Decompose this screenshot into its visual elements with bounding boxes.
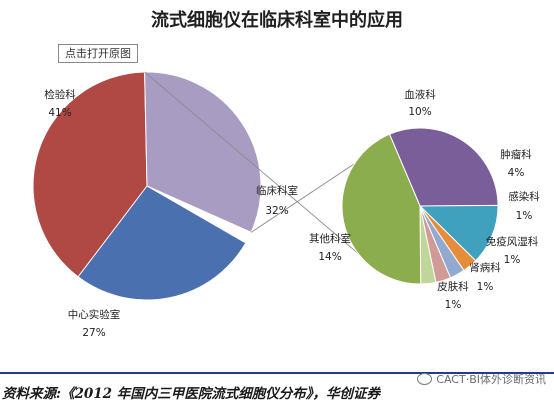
- secondary-value-label-1: 4%: [508, 167, 525, 179]
- main-category-label-2: 中心实验室: [68, 308, 121, 321]
- secondary-value-label-3: 1%: [504, 254, 521, 266]
- secondary-category-label-1: 肿瘤科: [500, 148, 532, 161]
- secondary-pie: [341, 127, 499, 285]
- main-pie-slice-2: [77, 185, 247, 301]
- secondary-pie-slice-6: [341, 133, 422, 285]
- open-original-image-button[interactable]: 点击打开原图: [58, 44, 138, 63]
- chart-title: 流式细胞仪在临床科室中的应用: [151, 10, 403, 31]
- secondary-value-label-4: 1%: [477, 281, 494, 293]
- secondary-category-label-2: 感染科: [508, 190, 540, 203]
- main-category-label-1: 临床科室: [256, 184, 298, 197]
- main-value-label-2: 27%: [82, 327, 105, 339]
- secondary-category-label-3: 免疫风湿科: [486, 235, 539, 248]
- secondary-value-label-2: 1%: [516, 210, 533, 222]
- wechat-icon: [417, 373, 433, 385]
- watermark-text: CACT·BI体外诊断资讯: [436, 373, 546, 386]
- secondary-value-label-5: 1%: [445, 299, 462, 311]
- main-category-label-0: 检验科: [44, 88, 76, 101]
- data-source-note: 资料来源:《2012 年国内三甲医院流式细胞仪分布》，华创证券: [2, 386, 381, 402]
- secondary-value-label-6: 14%: [318, 251, 341, 263]
- main-value-label-1: 32%: [265, 205, 288, 217]
- main-value-label-0: 41%: [48, 107, 71, 119]
- secondary-category-label-0: 血液科: [404, 88, 436, 101]
- secondary-value-label-0: 10%: [408, 106, 431, 118]
- watermark: CACT·BI体外诊断资讯: [417, 371, 546, 387]
- secondary-category-label-6: 其他科室: [309, 232, 351, 245]
- secondary-pie-slice-0: [388, 127, 499, 207]
- main-pie: [32, 71, 262, 301]
- main-pie-slice-1: [144, 71, 262, 234]
- pie-labels: 检验科 41% 临床科室 32% 中心实验室 27% 血液科 10% 肿瘤科 4% 感染科 1% 免疫风…: [44, 88, 540, 339]
- pie-of-pie-chart: 检验科 41% 临床科室 32% 中心实验室 27% 血液科 10% 肿瘤科 4% 感染科 1% 免疫风…: [32, 71, 540, 339]
- secondary-category-label-4: 肾病科: [469, 261, 501, 274]
- footer-divider: [0, 372, 554, 374]
- secondary-category-label-5: 皮肤科: [437, 280, 469, 293]
- secondary-pie-slice-1: [418, 204, 499, 262]
- connector-line-1: [144, 71, 384, 276]
